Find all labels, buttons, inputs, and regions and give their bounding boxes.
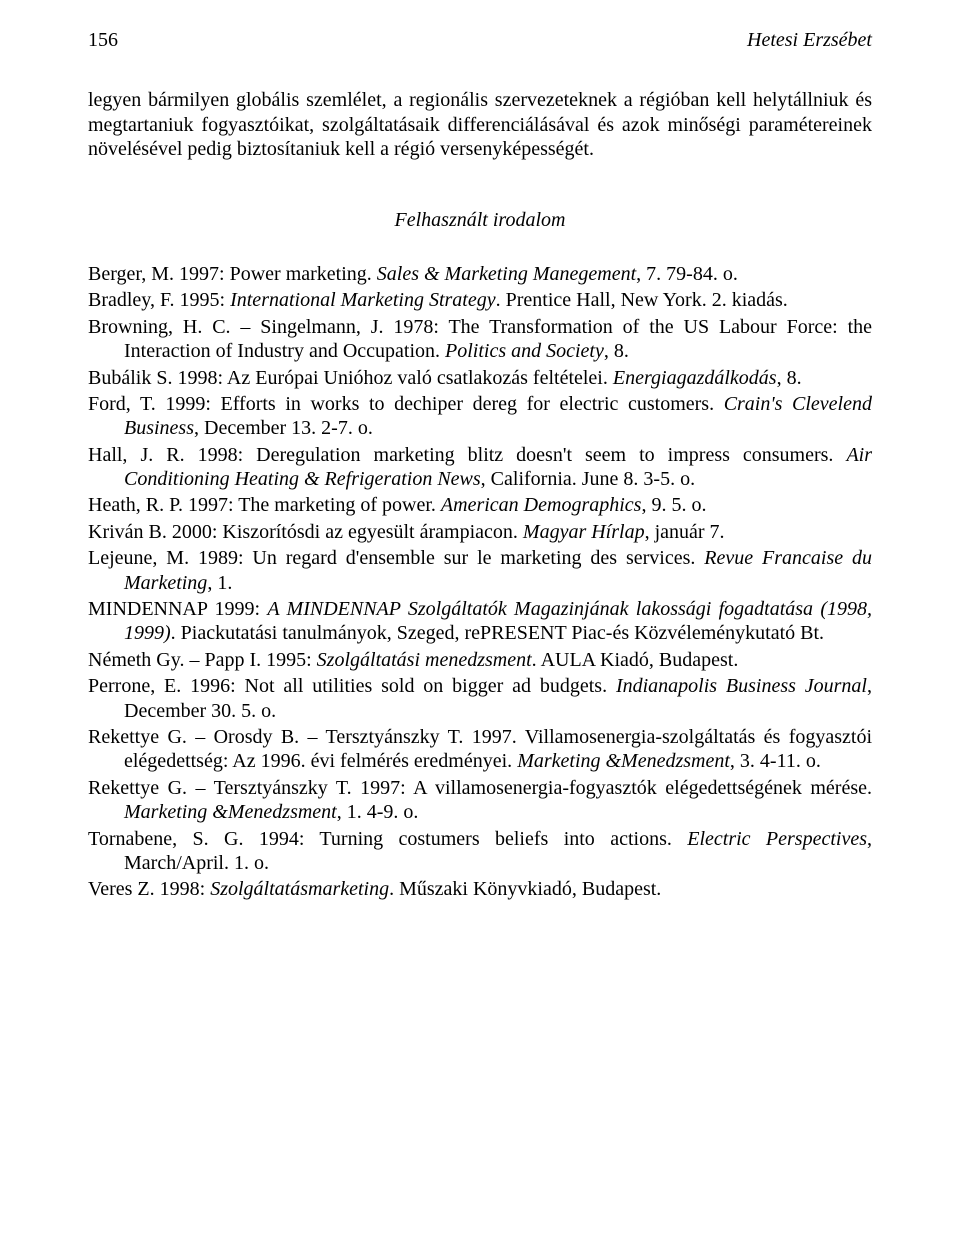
reference-pre: Németh Gy. – Papp I. 1995: [88,649,317,671]
reference-entry: MINDENNAP 1999: A MINDENNAP Szolgáltatók… [88,597,872,646]
reference-entry: Berger, M. 1997: Power marketing. Sales … [88,262,872,286]
reference-pre: MINDENNAP 1999: [88,598,267,620]
reference-entry: Tornabene, S. G. 1994: Turning costumers… [88,827,872,876]
reference-post: . AULA Kiadó, Budapest. [532,649,739,671]
reference-title: Indianapolis Business Journal [616,675,867,697]
reference-title: Electric Perspectives [687,828,867,850]
reference-entry: Browning, H. C. – Singelmann, J. 1978: T… [88,315,872,364]
reference-post: , 9. 5. o. [641,494,706,516]
reference-title: Sales & Marketing Manegement [377,263,636,285]
reference-pre: Veres Z. 1998: [88,878,210,900]
running-header: 156 Hetesi Erzsébet [88,28,872,52]
reference-title: American Demographics [441,494,642,516]
reference-post: , California. June 8. 3-5. o. [481,468,695,490]
reference-pre: Kriván B. 2000: Kiszorítósdi az egyesült… [88,521,523,543]
reference-title: Magyar Hírlap [523,521,645,543]
reference-post: , január 7. [645,521,725,543]
reference-post: , 7. 79-84. o. [636,263,738,285]
reference-title: Marketing &Menedzsment [517,750,730,772]
lead-paragraph: legyen bármilyen globális szemlélet, a r… [88,88,872,161]
reference-entry: Rekettye G. – Orosdy B. – Tersztyánszky … [88,725,872,774]
page-number: 156 [88,28,118,52]
reference-entry: Bradley, F. 1995: International Marketin… [88,288,872,312]
reference-entry: Bubálik S. 1998: Az Európai Unióhoz való… [88,366,872,390]
reference-entry: Németh Gy. – Papp I. 1995: Szolgáltatási… [88,648,872,672]
reference-pre: Tornabene, S. G. 1994: Turning costumers… [88,828,687,850]
reference-post: . Prentice Hall, New York. 2. kiadás. [496,289,788,311]
reference-entry: Lejeune, M. 1989: Un regard d'ensemble s… [88,546,872,595]
reference-list: Berger, M. 1997: Power marketing. Sales … [88,262,872,902]
reference-entry: Ford, T. 1999: Efforts in works to dechi… [88,392,872,441]
reference-title: International Marketing Strategy [230,289,496,311]
reference-title: Marketing &Menedzsment [124,801,337,823]
reference-title: Politics and Society [445,340,604,362]
reference-pre: Rekettye G. – Tersztyánszky T. 1997: A v… [88,777,872,799]
page: 156 Hetesi Erzsébet legyen bármilyen glo… [0,0,960,1246]
reference-title: Energiagazdálkodás [613,367,777,389]
reference-pre: Bubálik S. 1998: Az Európai Unióhoz való… [88,367,613,389]
reference-entry: Hall, J. R. 1998: Deregulation marketing… [88,443,872,492]
reference-post: , 1. [207,572,232,594]
reference-entry: Rekettye G. – Tersztyánszky T. 1997: A v… [88,776,872,825]
reference-post: , 8. [604,340,629,362]
reference-post: . Piackutatási tanulmányok, Szeged, rePR… [171,622,824,644]
reference-title: Szolgáltatási menedzsment [317,649,532,671]
reference-post: , 8. [777,367,802,389]
reference-pre: Hall, J. R. 1998: Deregulation marketing… [88,444,846,466]
reference-pre: Ford, T. 1999: Efforts in works to dechi… [88,393,724,415]
reference-pre: Lejeune, M. 1989: Un regard d'ensemble s… [88,547,704,569]
reference-pre: Bradley, F. 1995: [88,289,230,311]
reference-entry: Perrone, E. 1996: Not all utilities sold… [88,674,872,723]
reference-entry: Heath, R. P. 1997: The marketing of powe… [88,493,872,517]
reference-entry: Kriván B. 2000: Kiszorítósdi az egyesült… [88,520,872,544]
reference-pre: Berger, M. 1997: Power marketing. [88,263,377,285]
section-title: Felhasznált irodalom [88,208,872,232]
reference-post: , December 13. 2-7. o. [194,417,373,439]
reference-entry: Veres Z. 1998: Szolgáltatásmarketing. Mű… [88,877,872,901]
reference-pre: Perrone, E. 1996: Not all utilities sold… [88,675,616,697]
reference-pre: Heath, R. P. 1997: The marketing of powe… [88,494,441,516]
reference-post: , 3. 4-11. o. [730,750,821,772]
reference-post: , 1. 4-9. o. [337,801,419,823]
reference-post: . Műszaki Könyvkiadó, Budapest. [389,878,661,900]
header-author: Hetesi Erzsébet [747,28,872,52]
reference-title: Szolgáltatásmarketing [210,878,389,900]
